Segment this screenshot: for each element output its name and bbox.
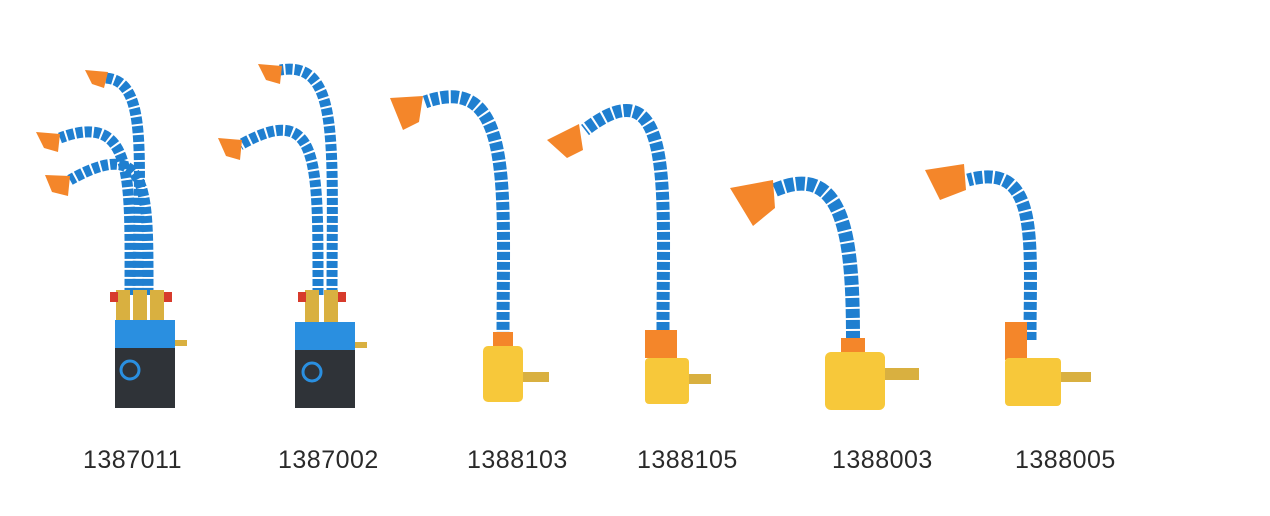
- product-code-1387002: 1387002: [278, 446, 379, 474]
- product-code-1388103: 1388103: [467, 446, 568, 474]
- product-code-1387011: 1387011: [83, 446, 182, 474]
- product-code-1388003: 1388003: [832, 446, 933, 474]
- product-image-1388005: [920, 40, 1110, 420]
- product-image-1387011: [30, 40, 200, 420]
- product-image-1388103: [385, 40, 565, 420]
- product-code-1388105: 1388105: [637, 446, 738, 474]
- product-image-1388105: [545, 40, 725, 420]
- product-image-1388003: [725, 40, 925, 420]
- product-image-1387002: [210, 40, 380, 420]
- product-code-1388005: 1388005: [1015, 446, 1116, 474]
